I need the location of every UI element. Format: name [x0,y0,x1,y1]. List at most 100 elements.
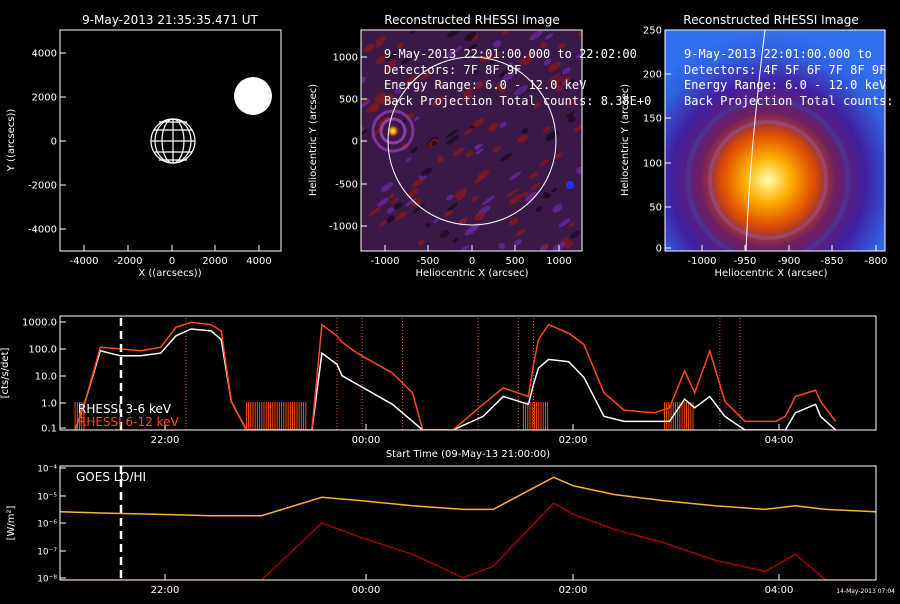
image-texture [539,159,550,167]
image-texture [454,188,468,199]
image-texture [365,102,379,113]
y-tick-label: -500 [335,180,358,191]
image-texture [431,140,438,147]
image-texture [432,217,440,224]
image-texture [517,134,529,144]
image-texture [444,210,453,217]
image-texture [368,206,382,216]
image-texture [472,68,479,75]
image-texture [440,84,447,90]
image-texture [447,203,458,212]
panel3-yticks: 250 200 150 100 50 0 [643,26,671,255]
image-texture [551,188,557,193]
image-texture [521,191,529,198]
image-texture [456,193,466,201]
x-tick-label: -2000 [113,256,142,267]
y-tick-label: 150 [643,114,662,125]
panel4-xticks: 22:00 00:00 02:00 04:00 [151,424,794,446]
y-tick-label: 500 [339,95,358,106]
image-texture [453,147,465,156]
panel4-xlabel: Start Time (09-May-13 21:00:00) [386,449,550,460]
panel2-line4: Back Projection Total counts: 8.38E+0 [384,94,651,108]
image-texture [515,228,526,237]
image-texture [432,96,446,106]
panel1-yticks: 4000 2000 0 -2000 -4000 [28,49,66,236]
series-line-0 [60,476,876,517]
image-texture [558,218,571,228]
panel2-ylabel: Heliocentric Y (arcsec) [308,84,319,196]
plot-timestamp: 14-May-2013 07:04 [836,588,895,595]
image-texture [447,51,454,58]
image-texture [437,155,444,163]
image-texture [569,230,581,239]
image-texture [535,206,543,212]
panel3-line4: Back Projection Total counts: [684,94,894,108]
y-tick-label: 10⁻⁶ [37,520,57,530]
globe-icon [150,118,196,164]
y-tick-label: -1000 [329,222,358,233]
image-texture [495,83,503,90]
panel3-xticks: -1000 -950 -900 -850 -800 [687,245,887,267]
panel-5: GOES LO/HI 10⁻⁴ 10⁻⁵ 10⁻⁶ 10⁻⁷ 10⁻⁸ 22:00 00:… [6,465,895,597]
panel2-yticks: 1000 500 0 -500 -1000 [329,53,367,233]
image-texture [417,239,425,246]
image-texture [542,126,551,133]
image-texture [374,92,387,103]
y-tick-label: 0 [352,137,358,148]
y-tick-label: 0.1 [41,424,57,435]
image-texture [560,236,569,244]
panel5-series [60,476,876,580]
image-texture [412,178,424,187]
image-texture [405,198,417,207]
image-texture [500,152,513,162]
image-texture [383,66,391,73]
image-texture [474,143,483,150]
image-texture [375,54,388,65]
image-texture [553,76,564,85]
x-tick-label: 0 [169,256,175,267]
image-texture [545,33,554,40]
image-texture [386,215,395,223]
image-texture [491,52,501,60]
x-tick-label: -4000 [69,256,98,267]
x-tick-label: 00:00 [352,435,381,446]
image-texture [509,217,519,226]
panel4-interval-lines [185,318,741,430]
image-texture [492,146,502,153]
legend-low: RHESSI 3-6 keV [78,402,172,416]
panel2-title: Reconstructed RHESSI Image [384,13,559,27]
image-texture [488,122,499,132]
x-tick-label: 04:00 [765,435,794,446]
panel3-limb [745,30,766,251]
image-texture [522,58,533,66]
panel3-line3: Energy Range: 6.0 - 12.0 keV [684,78,886,92]
image-texture [445,129,458,139]
image-texture [499,68,512,78]
image-texture [552,204,563,213]
x-tick-label: 02:00 [559,435,588,446]
image-texture [405,75,419,85]
panel-2: Reconstructed RHESSI Image 9-May-2013 22… [308,13,651,279]
image-texture [567,98,577,106]
image-texture [380,182,394,192]
image-texture [573,124,582,133]
image-texture [390,197,399,204]
x-tick-label: 22:00 [151,435,180,446]
panel3-xlabel: Heliocentric X (arcsec) [714,268,827,279]
image-texture [395,211,408,220]
y-tick-label: -2000 [28,181,57,192]
y-tick-label: 4000 [32,49,57,60]
image-texture [464,31,476,42]
image-texture [401,54,415,65]
image-texture [576,166,582,174]
panel3-line2: Detectors: 4F 5F 6F 7F 8F 9F [684,63,886,77]
image-texture [568,221,575,227]
image-texture [565,82,571,87]
image-texture [540,42,547,49]
image-texture [506,62,513,68]
panel2-line2: Detectors: 7F 8F 9F [384,63,521,77]
image-texture [473,175,485,184]
y-tick-label: -4000 [28,225,57,236]
image-texture [492,40,502,48]
